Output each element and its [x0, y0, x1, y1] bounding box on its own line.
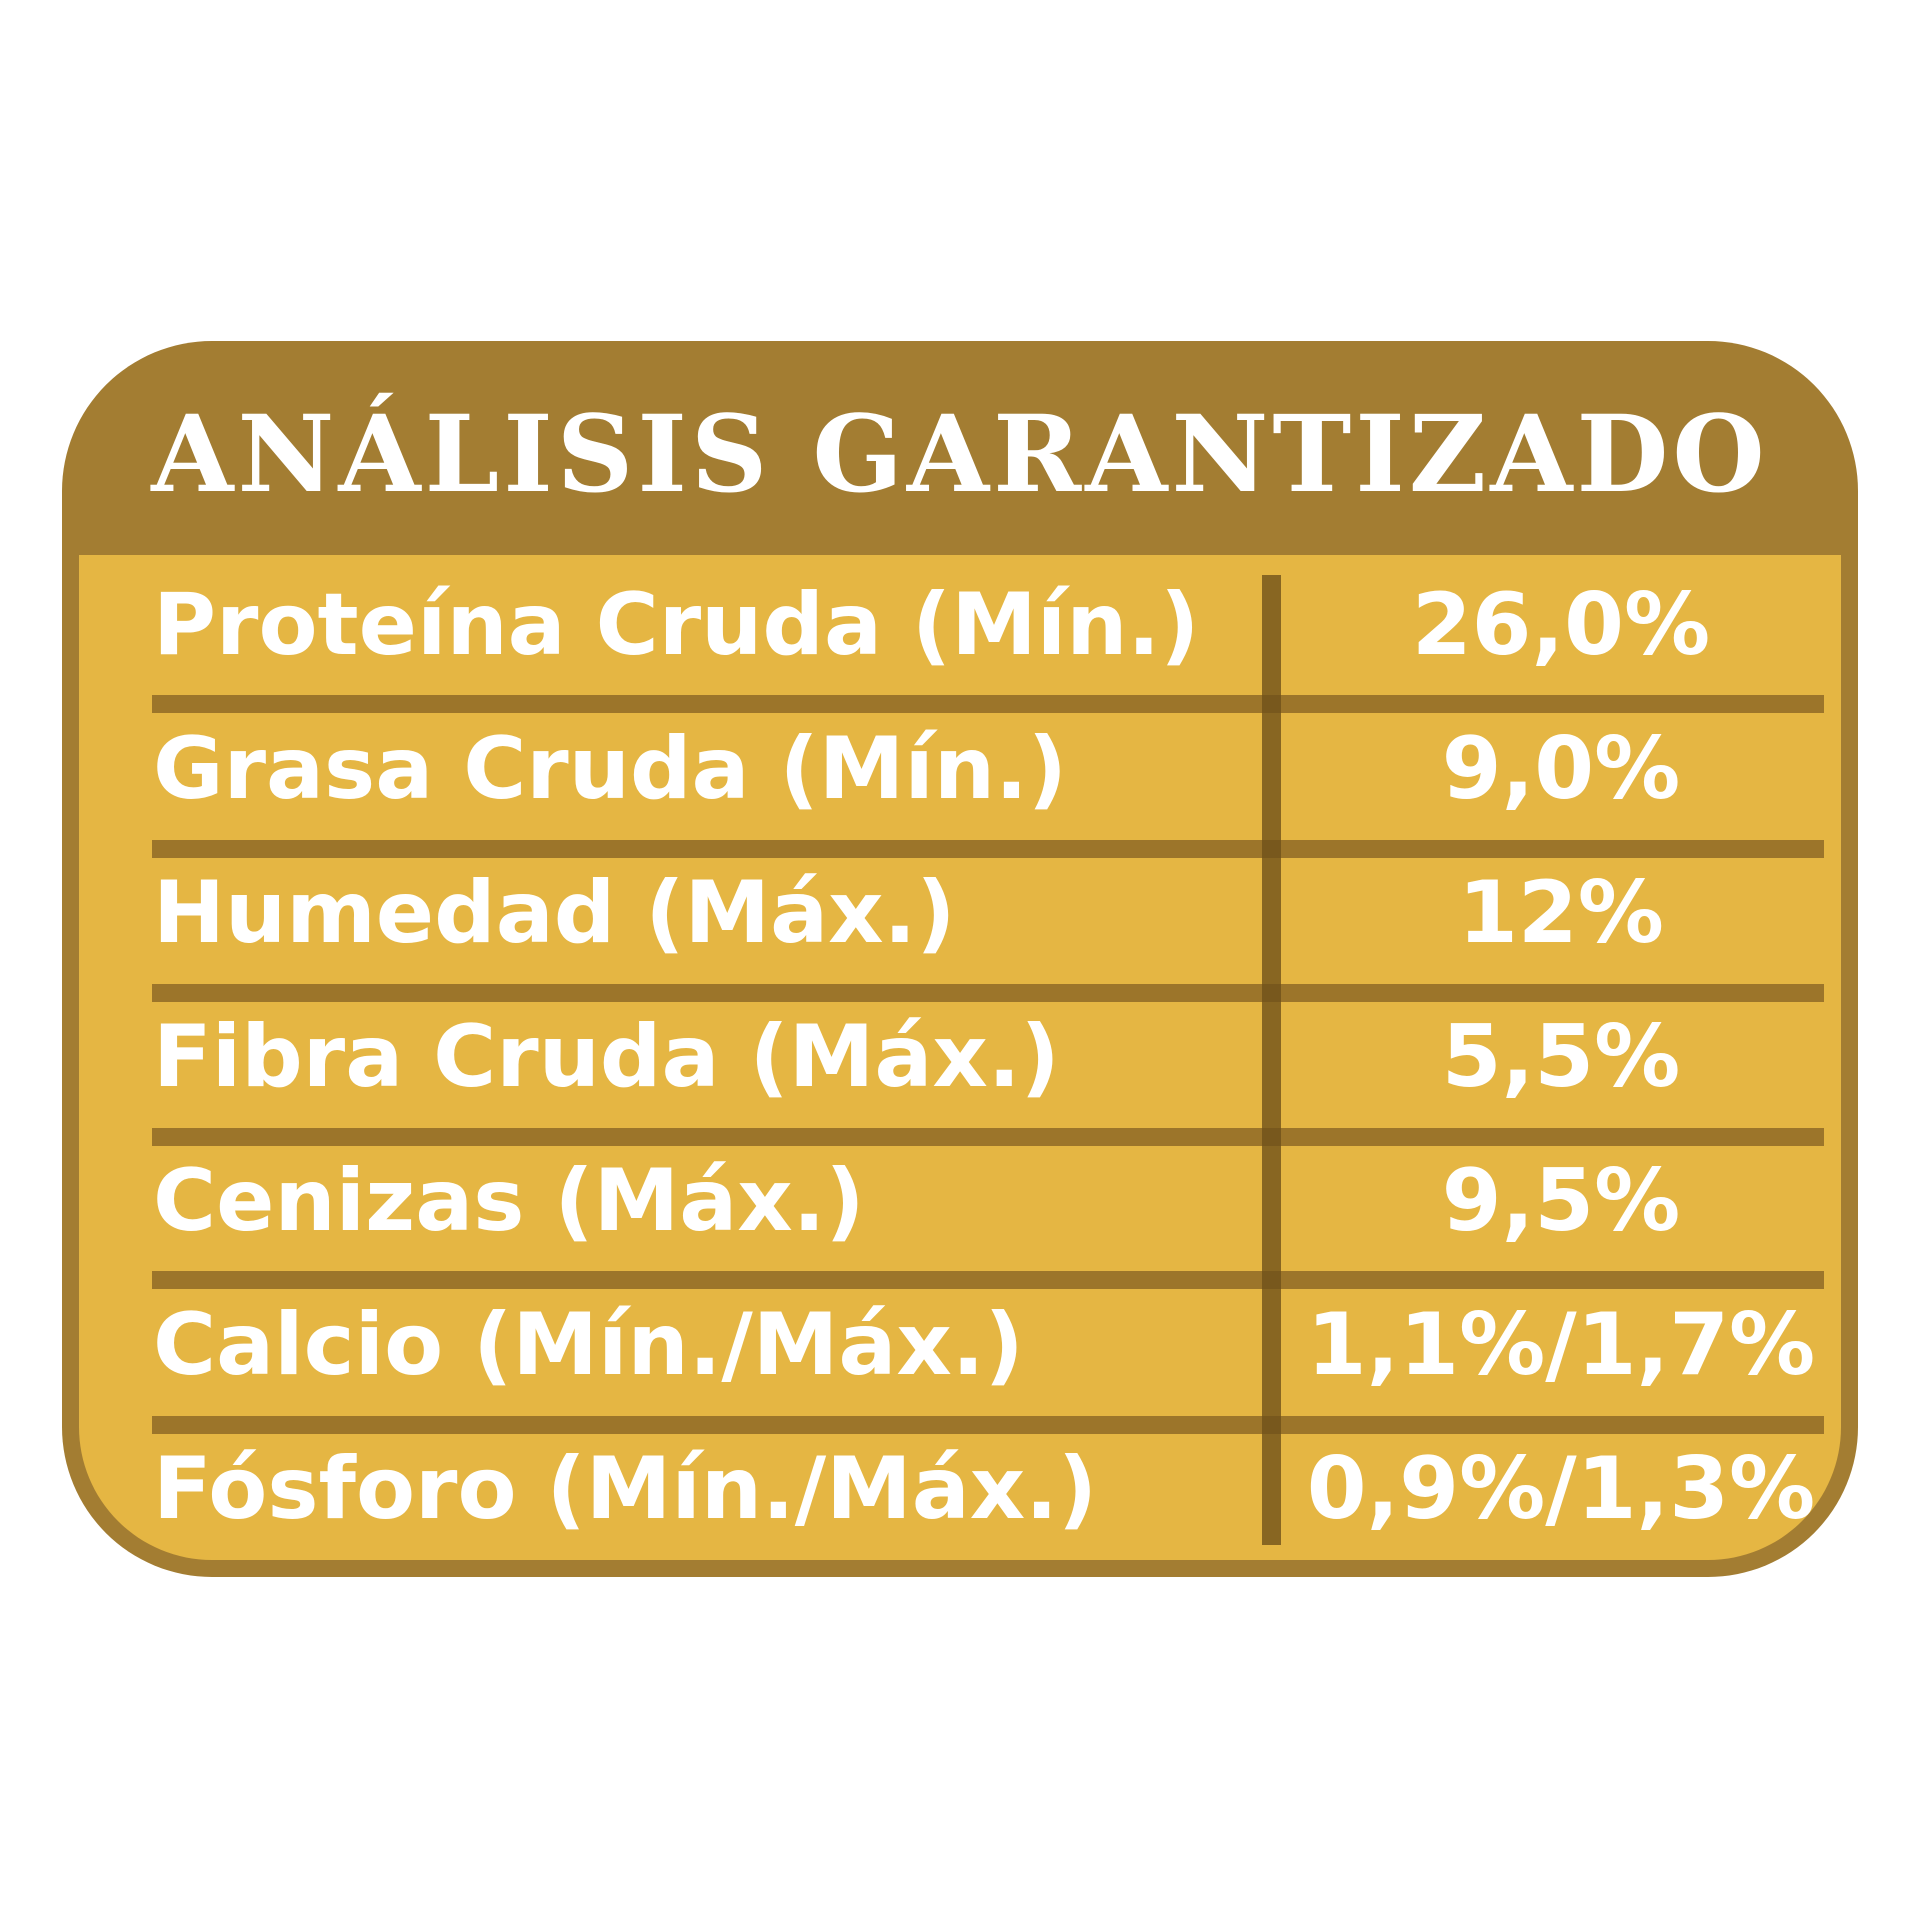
row-divider — [152, 984, 1824, 1002]
nutrient-value: 5,5% — [1441, 1007, 1681, 1107]
table-row: Fibra Cruda (Máx.) 5,5% — [79, 987, 1841, 1127]
nutrient-value: 9,0% — [1441, 719, 1681, 819]
nutrient-value: 9,5% — [1441, 1151, 1681, 1251]
row-divider — [152, 1128, 1824, 1146]
table-row: Grasa Cruda (Mín.) 9,0% — [79, 699, 1841, 839]
nutrient-label: Humedad (Máx.) — [153, 863, 956, 963]
nutrient-value: 12% — [1458, 863, 1664, 963]
row-divider — [152, 1416, 1824, 1434]
row-divider — [152, 695, 1824, 713]
column-divider — [1262, 575, 1281, 1545]
nutrient-label: Cenizas (Máx.) — [153, 1151, 865, 1251]
table-row: Cenizas (Máx.) 9,5% — [79, 1131, 1841, 1271]
table-row: Fósforo (Mín./Máx.) 0,9%/1,3% — [79, 1419, 1841, 1559]
table-row: Calcio (Mín./Máx.) 1,1%/1,7% — [79, 1275, 1841, 1415]
nutrient-label: Fósforo (Mín./Máx.) — [153, 1439, 1098, 1539]
guaranteed-analysis-panel: ANÁLISIS GARANTIZADO Proteína Cruda (Mín… — [62, 341, 1858, 1577]
nutrient-label: Grasa Cruda (Mín.) — [153, 719, 1068, 819]
nutrient-value: 1,1%/1,7% — [1306, 1295, 1816, 1395]
panel-title: ANÁLISIS GARANTIZADO — [151, 391, 1769, 516]
nutrient-label: Calcio (Mín./Máx.) — [153, 1295, 1024, 1395]
nutrient-label: Fibra Cruda (Máx.) — [153, 1007, 1060, 1107]
nutrient-value: 26,0% — [1411, 575, 1711, 675]
nutrient-value: 0,9%/1,3% — [1306, 1439, 1816, 1539]
table-row: Humedad (Máx.) 12% — [79, 843, 1841, 983]
nutrient-label: Proteína Cruda (Mín.) — [153, 575, 1200, 675]
table-row: Proteína Cruda (Mín.) 26,0% — [79, 555, 1841, 695]
row-divider — [152, 840, 1824, 858]
analysis-table: Proteína Cruda (Mín.) 26,0% Grasa Cruda … — [79, 555, 1841, 1560]
row-divider — [152, 1271, 1824, 1289]
